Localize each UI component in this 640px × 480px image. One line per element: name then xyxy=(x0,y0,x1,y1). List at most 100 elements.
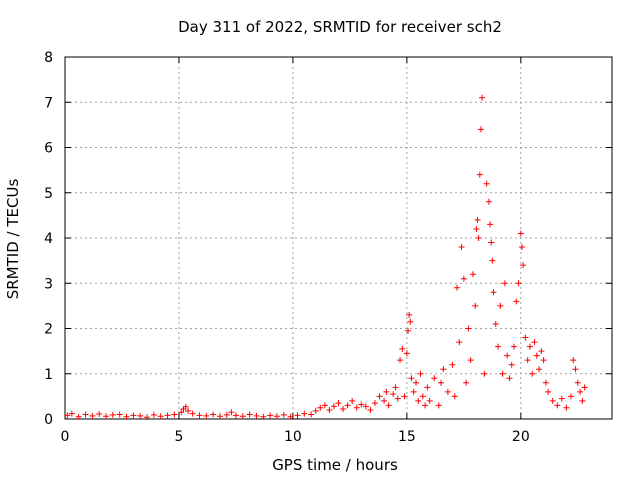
data-point xyxy=(499,370,506,377)
data-point xyxy=(558,395,565,402)
y-axis-ticks: 0 1 2 3 4 5 6 7 8 xyxy=(44,50,612,428)
data-point xyxy=(483,180,490,187)
plot-frame xyxy=(64,56,613,420)
data-point xyxy=(438,379,445,386)
data-point xyxy=(287,413,294,420)
data-point xyxy=(401,393,408,400)
data-point xyxy=(506,375,513,382)
y-tick-label: 7 xyxy=(44,95,53,111)
data-point xyxy=(415,397,422,404)
data-point xyxy=(495,343,502,350)
data-point xyxy=(492,320,499,327)
data-point xyxy=(481,370,488,377)
data-point xyxy=(419,393,426,400)
data-point xyxy=(376,393,383,400)
data-point xyxy=(424,384,431,391)
data-point xyxy=(579,397,586,404)
data-point xyxy=(518,244,525,251)
data-point xyxy=(216,413,223,420)
data-point xyxy=(422,402,429,409)
data-point xyxy=(405,327,412,334)
data-point xyxy=(394,395,401,402)
data-point xyxy=(412,379,419,386)
y-tick-label: 3 xyxy=(44,276,53,292)
data-point xyxy=(431,375,438,382)
data-point xyxy=(531,339,538,346)
data-point xyxy=(449,361,456,368)
y-tick-label: 4 xyxy=(44,231,53,247)
data-point xyxy=(130,412,137,419)
data-point xyxy=(508,361,515,368)
data-point xyxy=(157,413,164,420)
data-point xyxy=(335,400,342,407)
data-point xyxy=(330,403,337,410)
data-point xyxy=(488,239,495,246)
data-point xyxy=(344,402,351,409)
data-point xyxy=(479,94,486,101)
x-tick-label: 5 xyxy=(174,429,183,445)
data-point xyxy=(469,271,476,278)
data-point xyxy=(574,379,581,386)
data-point xyxy=(246,411,253,418)
data-point xyxy=(581,384,588,391)
data-point xyxy=(497,302,504,309)
y-tick-label: 5 xyxy=(44,186,53,202)
data-point xyxy=(164,412,171,419)
chart-title: Day 311 of 2022, SRMTID for receiver sch… xyxy=(178,18,502,36)
data-point xyxy=(137,412,144,419)
data-point xyxy=(353,404,360,411)
data-point xyxy=(458,244,465,251)
data-point xyxy=(150,411,157,418)
data-point xyxy=(82,411,89,418)
data-point xyxy=(232,412,239,419)
data-point xyxy=(417,370,424,377)
data-point xyxy=(75,413,82,420)
data-point xyxy=(536,366,543,373)
data-point xyxy=(408,375,415,382)
data-point xyxy=(294,412,301,419)
data-point xyxy=(467,357,474,364)
data-point xyxy=(260,413,267,420)
data-point xyxy=(513,298,520,305)
data-point xyxy=(182,403,189,410)
data-point xyxy=(116,411,123,418)
data-point xyxy=(381,397,388,404)
data-point xyxy=(477,126,484,133)
data-point xyxy=(312,407,319,414)
data-point xyxy=(358,401,365,408)
data-point xyxy=(228,409,235,416)
y-tick-label: 8 xyxy=(44,50,53,66)
data-point xyxy=(501,280,508,287)
data-point xyxy=(545,388,552,395)
data-point xyxy=(210,411,217,418)
data-point xyxy=(460,275,467,282)
data-point xyxy=(68,410,75,417)
data-point xyxy=(371,400,378,407)
data-point xyxy=(171,411,178,418)
data-point xyxy=(577,388,584,395)
data-point xyxy=(189,410,196,417)
data-point xyxy=(454,284,461,291)
data-point xyxy=(89,412,96,419)
data-point xyxy=(349,397,356,404)
data-point xyxy=(253,412,260,419)
data-point xyxy=(522,334,529,341)
data-point xyxy=(549,397,556,404)
data-point xyxy=(301,410,308,417)
data-point xyxy=(567,393,574,400)
data-point xyxy=(487,221,494,228)
data-point xyxy=(340,406,347,413)
data-point xyxy=(203,412,210,419)
data-point xyxy=(463,379,470,386)
data-point xyxy=(178,409,185,416)
data-point xyxy=(554,402,561,409)
data-point xyxy=(96,411,103,418)
data-point xyxy=(526,343,533,350)
data-point xyxy=(123,413,130,420)
data-point xyxy=(410,388,417,395)
data-point xyxy=(397,357,404,364)
data-point xyxy=(239,413,246,420)
data-point xyxy=(426,397,433,404)
grid-lines xyxy=(65,57,612,419)
data-point xyxy=(490,289,497,296)
